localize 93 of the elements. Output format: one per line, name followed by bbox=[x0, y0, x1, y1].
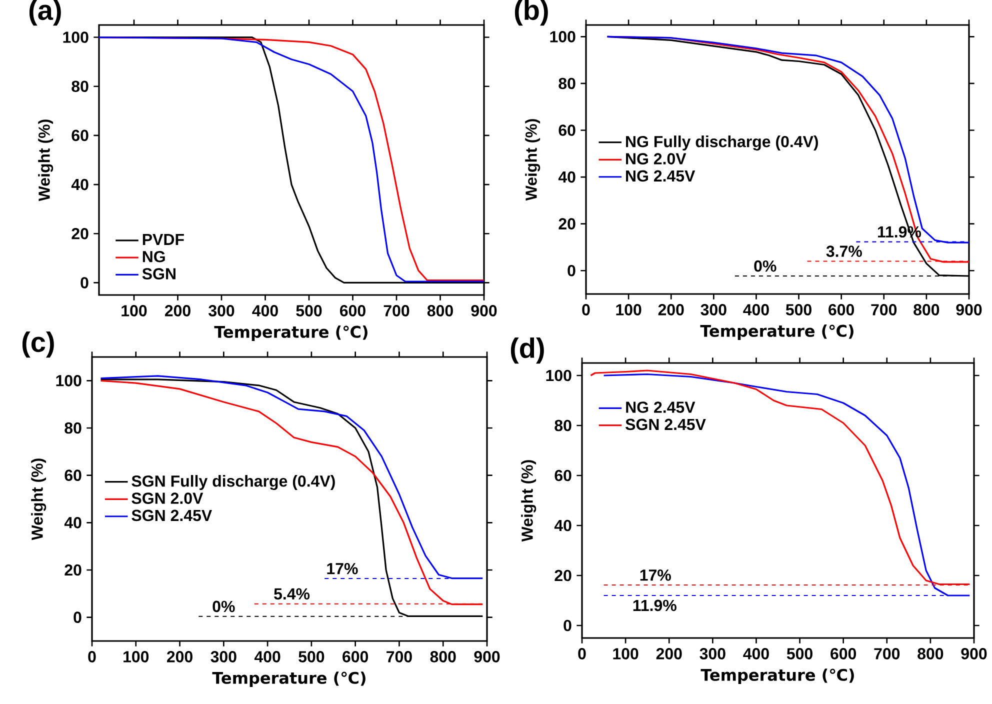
x-tick-label: 0 bbox=[88, 651, 96, 662]
legend-label: NG 2.45V bbox=[626, 170, 696, 182]
y-tick-label: 60 bbox=[554, 470, 572, 482]
x-tick-label: 100 bbox=[122, 305, 147, 316]
x-tick-label: 300 bbox=[700, 304, 726, 316]
legend-label: SGN 2.45V bbox=[132, 510, 212, 522]
annotation: 0% bbox=[212, 600, 235, 612]
y-tick-label: 20 bbox=[558, 218, 576, 230]
x-tick-label: 700 bbox=[874, 648, 900, 660]
y-tick-label: 80 bbox=[558, 78, 576, 90]
x-tick-label: 200 bbox=[166, 651, 192, 662]
y-tick-label: 80 bbox=[554, 420, 572, 432]
y-axis-title: Weight (%) bbox=[525, 119, 540, 201]
x-tick-label: 300 bbox=[700, 648, 726, 660]
x-tick-label: 800 bbox=[918, 648, 944, 660]
x-tick-label: 800 bbox=[430, 651, 456, 662]
y-tick-label: 100 bbox=[550, 31, 576, 42]
x-tick-label: 600 bbox=[828, 304, 854, 316]
y-tick-label: 80 bbox=[72, 80, 88, 92]
y-tick-label: 20 bbox=[64, 564, 82, 576]
x-tick-label: 500 bbox=[298, 651, 324, 662]
y-axis-title: Weight (%) bbox=[521, 460, 536, 542]
y-tick-label: 20 bbox=[554, 570, 572, 582]
x-tick-label: 0 bbox=[582, 304, 590, 316]
y-axis-title: Weight (%) bbox=[31, 458, 46, 540]
chart-title: (d) bbox=[510, 338, 544, 364]
legend-label: SGN bbox=[142, 268, 176, 280]
x-tick-label: 800 bbox=[427, 305, 453, 316]
x-tick-label: 700 bbox=[871, 304, 897, 316]
annotation: 3.7% bbox=[826, 246, 862, 257]
y-tick-label: 40 bbox=[554, 520, 572, 532]
x-axis-title: Temperature (℃) bbox=[700, 668, 854, 684]
x-tick-label: 100 bbox=[124, 651, 149, 662]
x-tick-label: 900 bbox=[961, 648, 987, 660]
x-tick-label: 900 bbox=[474, 651, 500, 662]
annotation: 5.4% bbox=[274, 588, 310, 600]
y-tick-label: 20 bbox=[72, 228, 88, 240]
y-tick-label: 0 bbox=[80, 277, 88, 288]
y-tick-label: 0 bbox=[74, 612, 82, 623]
x-tick-label: 200 bbox=[658, 304, 684, 316]
legend-label: NG 2.45V bbox=[626, 402, 696, 413]
x-axis-title: Temperature (℃) bbox=[700, 324, 854, 340]
x-axis-title: Temperature (℃) bbox=[212, 672, 366, 688]
y-tick-label: 60 bbox=[64, 470, 82, 481]
x-tick-label: 0 bbox=[578, 648, 586, 660]
x-tick-label: 500 bbox=[296, 305, 322, 316]
x-tick-label: 300 bbox=[210, 651, 236, 662]
chart-title: (b) bbox=[514, 0, 548, 26]
x-tick-label: 400 bbox=[743, 648, 769, 660]
y-tick-label: 100 bbox=[63, 32, 88, 43]
y-axis-title: Weight (%) bbox=[38, 120, 54, 202]
x-tick-label: 400 bbox=[743, 304, 769, 316]
x-tick-label: 500 bbox=[786, 648, 812, 660]
x-tick-label: 900 bbox=[471, 305, 497, 316]
x-tick-label: 600 bbox=[830, 648, 856, 660]
y-tick-label: 0 bbox=[568, 264, 576, 276]
legend-label: SGN Fully discharge (0.4V) bbox=[132, 475, 335, 490]
x-tick-label: 200 bbox=[656, 648, 682, 660]
x-tick-label: 800 bbox=[914, 304, 940, 316]
legend-label: SGN 2.0V bbox=[132, 492, 204, 504]
annotation: 11.9% bbox=[633, 600, 676, 612]
y-tick-label: 0 bbox=[564, 620, 572, 632]
x-tick-label: 100 bbox=[616, 304, 642, 316]
x-tick-label: 400 bbox=[254, 651, 280, 662]
annotation: 0% bbox=[754, 260, 776, 272]
y-tick-label: 100 bbox=[546, 370, 572, 382]
x-tick-label: 100 bbox=[613, 648, 638, 660]
y-tick-label: 80 bbox=[64, 422, 82, 434]
chart-title: (c) bbox=[22, 332, 54, 358]
x-tick-label: 500 bbox=[786, 304, 812, 316]
y-tick-label: 100 bbox=[56, 375, 82, 386]
x-tick-label: 200 bbox=[164, 305, 190, 316]
x-axis-title: Temperature (℃) bbox=[214, 326, 368, 342]
y-tick-label: 60 bbox=[72, 130, 88, 142]
legend-label: PVDF bbox=[142, 234, 184, 245]
legend-label: NG 2.0V bbox=[626, 153, 686, 164]
x-tick-label: 300 bbox=[208, 305, 234, 316]
y-tick-label: 40 bbox=[558, 171, 576, 183]
x-tick-label: 600 bbox=[340, 305, 366, 316]
annotation: 17% bbox=[640, 569, 671, 581]
x-tick-label: 400 bbox=[252, 305, 278, 316]
x-tick-label: 700 bbox=[386, 651, 412, 662]
x-tick-label: 700 bbox=[384, 305, 410, 316]
x-tick-label: 900 bbox=[956, 304, 982, 316]
x-tick-label: 600 bbox=[342, 651, 368, 662]
y-tick-label: 60 bbox=[558, 124, 576, 136]
chart-title: (a) bbox=[29, 0, 61, 26]
y-tick-label: 40 bbox=[71, 178, 88, 190]
legend-label: SGN 2.45V bbox=[626, 418, 706, 430]
y-tick-label: 40 bbox=[64, 517, 82, 528]
legend-label: NG bbox=[142, 250, 165, 262]
legend-label: NG Fully discharge (0.4V) bbox=[626, 136, 818, 151]
annotation: 17% bbox=[327, 563, 358, 574]
